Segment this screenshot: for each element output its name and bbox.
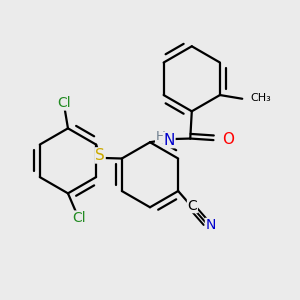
Text: Cl: Cl xyxy=(57,96,71,110)
Text: H: H xyxy=(156,130,166,143)
Text: C: C xyxy=(188,199,197,213)
Text: N: N xyxy=(206,218,216,233)
Text: Cl: Cl xyxy=(72,211,86,225)
Text: CH₃: CH₃ xyxy=(250,93,271,103)
Text: O: O xyxy=(222,132,234,147)
Text: S: S xyxy=(95,148,105,163)
Text: N: N xyxy=(164,133,175,148)
